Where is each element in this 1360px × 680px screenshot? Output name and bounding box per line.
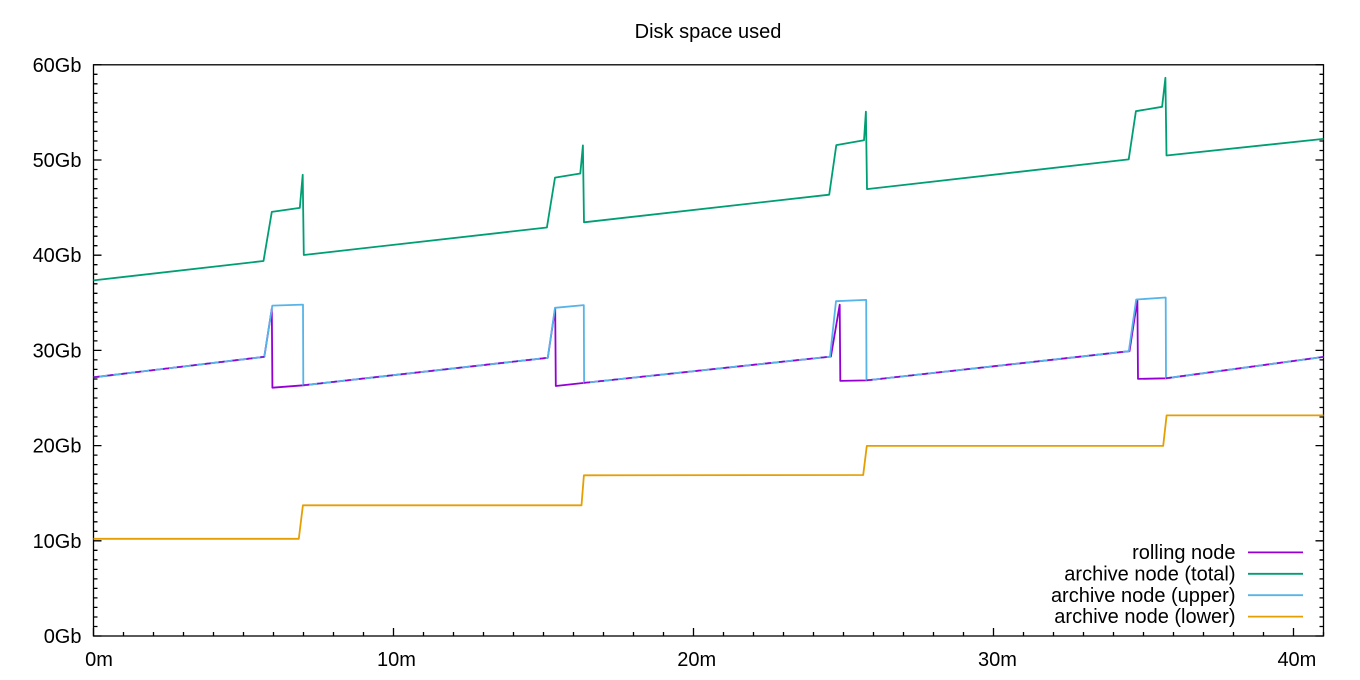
svg-text:archive node (total): archive node (total) xyxy=(1064,563,1235,585)
svg-text:40Gb: 40Gb xyxy=(33,245,82,267)
svg-text:0m: 0m xyxy=(85,649,113,671)
svg-text:40m: 40m xyxy=(1277,649,1316,671)
svg-text:60Gb: 60Gb xyxy=(33,55,82,77)
svg-text:0Gb: 0Gb xyxy=(44,626,82,648)
svg-text:30Gb: 30Gb xyxy=(33,340,82,362)
svg-text:50Gb: 50Gb xyxy=(33,150,82,172)
svg-text:archive node (upper): archive node (upper) xyxy=(1051,585,1236,607)
svg-text:30m: 30m xyxy=(978,649,1017,671)
svg-text:10Gb: 10Gb xyxy=(33,531,82,553)
svg-text:10m: 10m xyxy=(377,649,416,671)
svg-text:rolling node: rolling node xyxy=(1132,542,1235,564)
svg-text:20m: 20m xyxy=(677,649,716,671)
svg-text:20Gb: 20Gb xyxy=(33,436,82,458)
svg-text:Disk space used: Disk space used xyxy=(635,21,782,43)
svg-text:archive node (lower): archive node (lower) xyxy=(1054,606,1235,628)
